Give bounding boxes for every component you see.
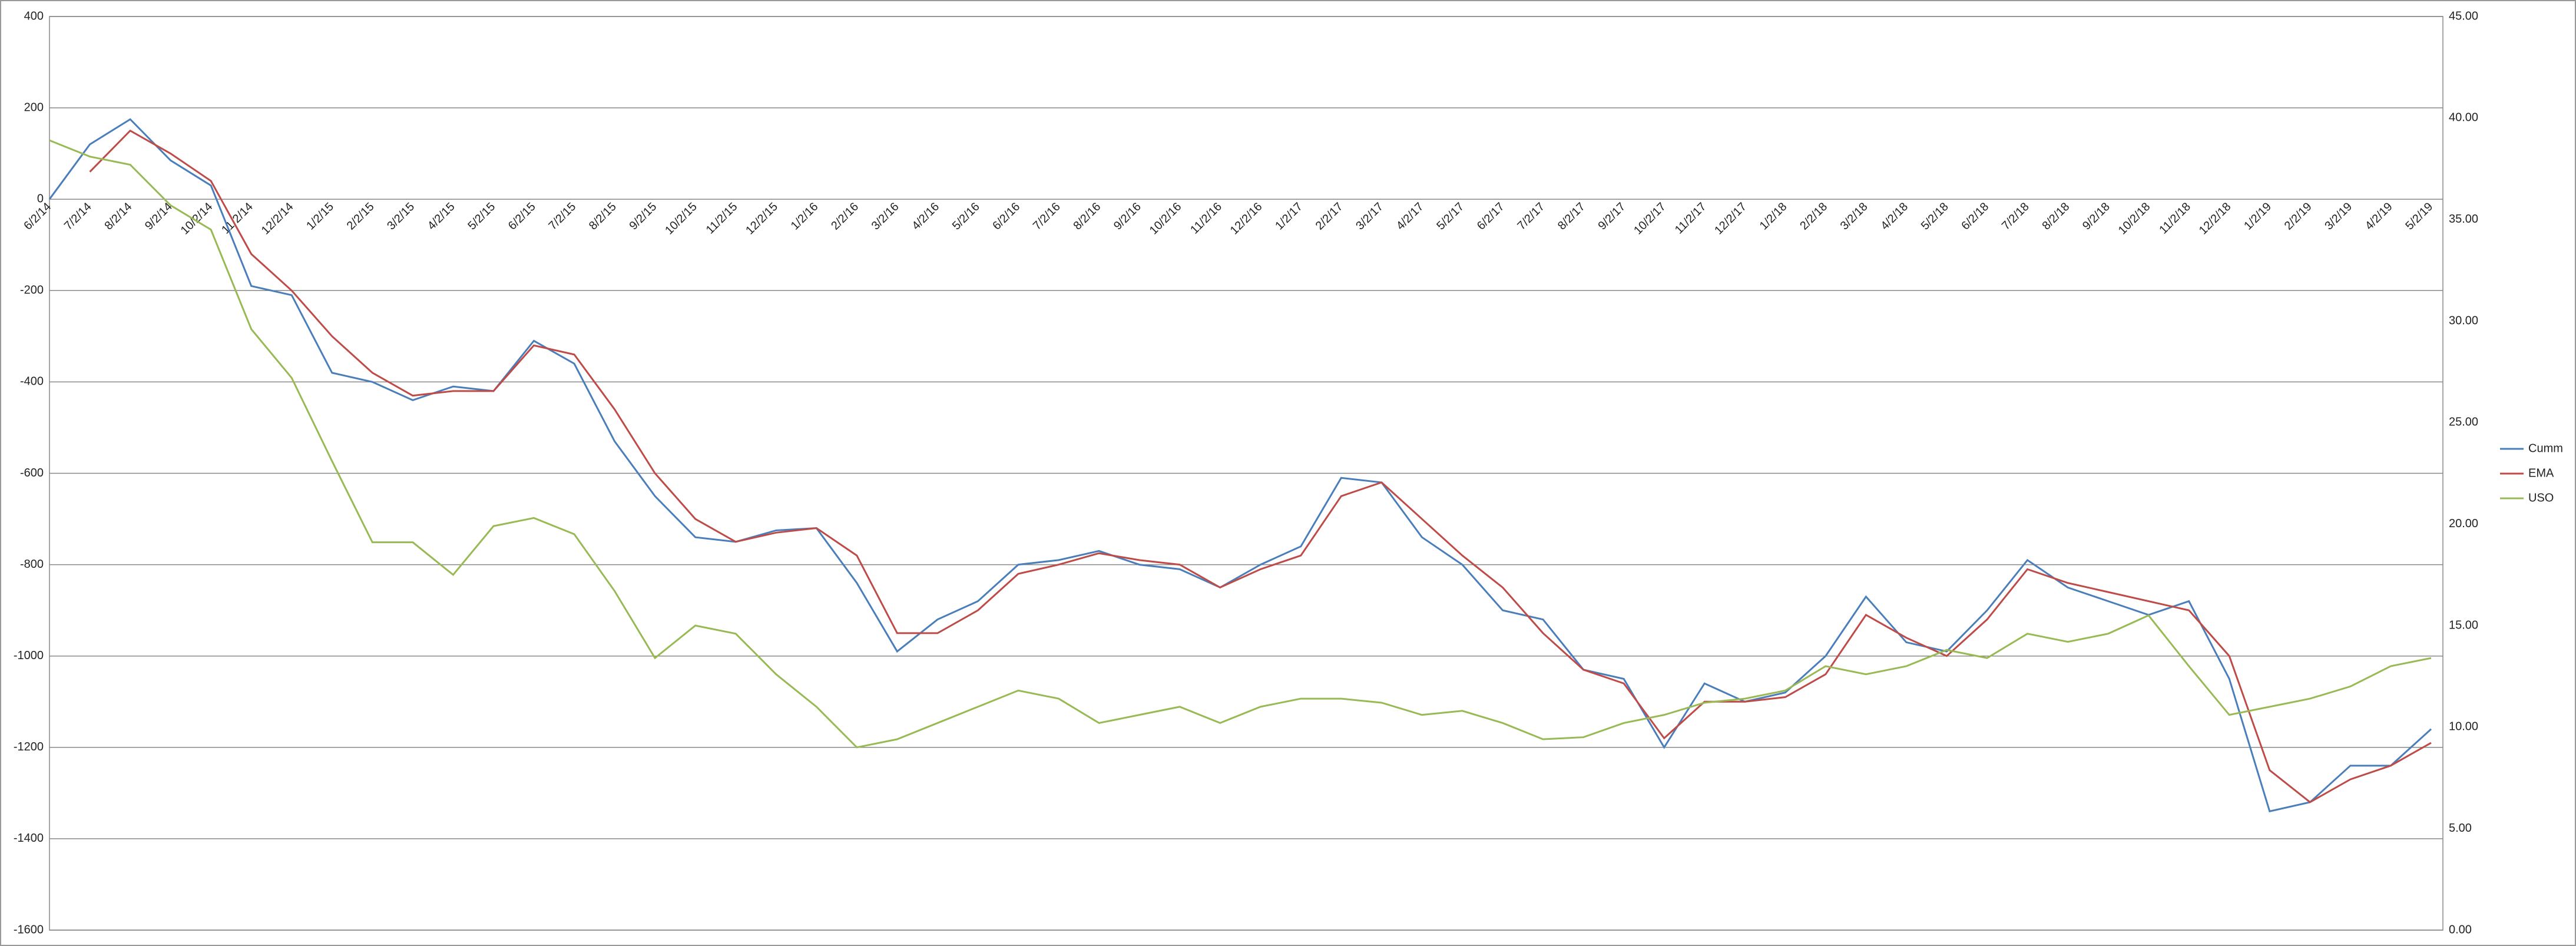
y-tick-label: 0 (37, 192, 44, 205)
y2-tick-label: 45.00 (2449, 9, 2478, 22)
legend-label: EMA (2528, 467, 2554, 479)
y2-tick-label: 20.00 (2449, 517, 2478, 530)
series-line (48, 118, 2432, 813)
series-line (49, 139, 2432, 749)
y-tick-label: 200 (24, 101, 44, 114)
legend-label: Cumm (2528, 442, 2563, 455)
y2-tick-label: 0.00 (2449, 923, 2472, 936)
y-tick-label: -200 (20, 284, 44, 297)
y-tick-label: -1600 (14, 923, 44, 936)
y2-tick-label: 10.00 (2449, 720, 2478, 733)
y2-tick-label: 25.00 (2449, 416, 2478, 429)
y2-tick-label: 15.00 (2449, 618, 2478, 631)
y-tick-label: -600 (20, 467, 44, 479)
y2-tick-label: 35.00 (2449, 213, 2478, 226)
y-tick-label: -400 (20, 375, 44, 388)
y-tick-label: -800 (20, 558, 44, 571)
y-tick-label: 400 (24, 9, 44, 22)
y2-tick-label: 40.00 (2449, 111, 2478, 124)
y2-tick-label: 5.00 (2449, 822, 2472, 835)
legend-label: USO (2528, 491, 2554, 504)
y-tick-label: -1400 (14, 832, 44, 845)
series-line (89, 130, 2432, 803)
y2-tick-label: 30.00 (2449, 314, 2478, 327)
y-tick-label: -1200 (14, 740, 44, 753)
y-tick-label: -1000 (14, 649, 44, 662)
